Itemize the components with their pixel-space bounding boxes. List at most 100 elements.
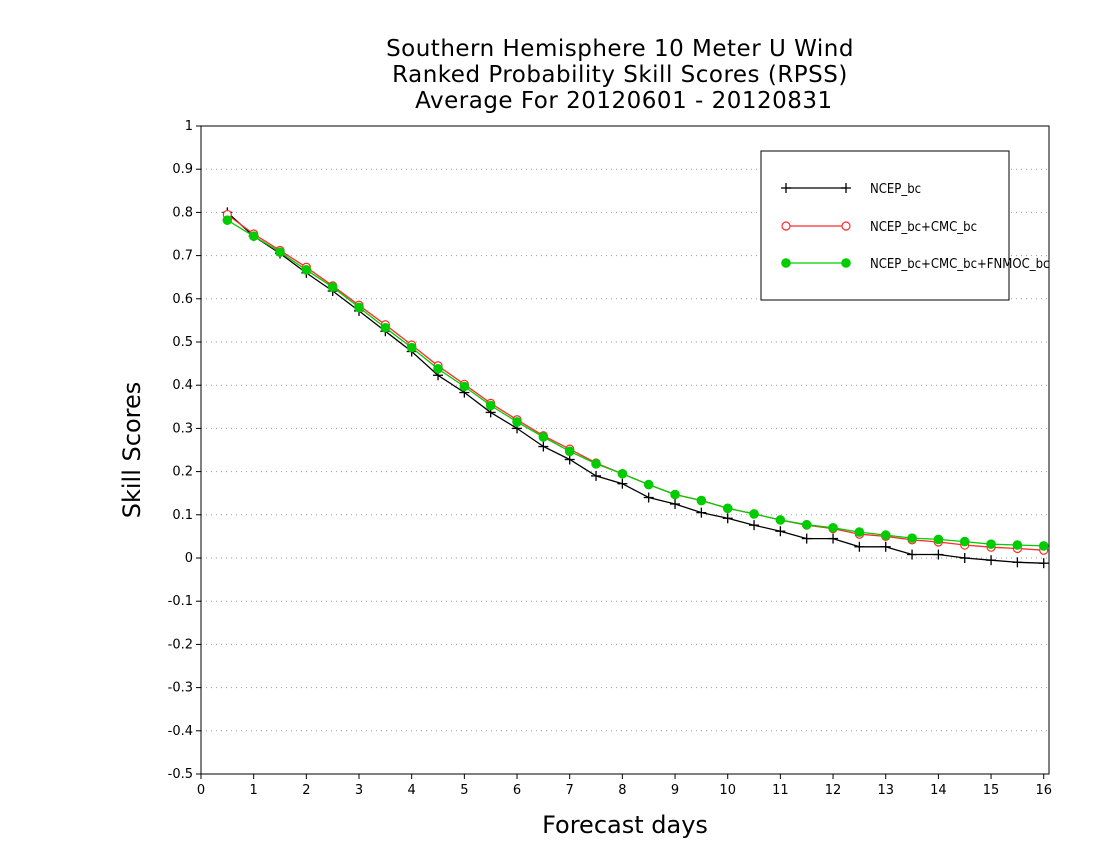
x-tick-label: 0 <box>197 783 205 798</box>
plus-marker <box>1038 558 1049 569</box>
y-tick-label: 0.8 <box>172 205 193 220</box>
filled-circle-marker <box>880 530 891 540</box>
y-tick-label: 0.4 <box>172 378 193 393</box>
y-tick-label: -0.2 <box>168 637 193 652</box>
filled-circle-marker <box>538 432 549 442</box>
plus-marker <box>696 507 707 518</box>
plus-marker <box>775 526 786 537</box>
x-tick-label: 11 <box>772 783 789 798</box>
legend-entry-ncep-bc: NCEP_bc <box>781 182 921 197</box>
x-tick-label: 10 <box>719 783 736 798</box>
y-tick-label: 0.5 <box>172 335 193 350</box>
filled-circle-marker <box>433 363 443 374</box>
plus-marker <box>841 183 851 193</box>
y-tick-label: -0.1 <box>168 594 193 609</box>
plus-marker <box>591 470 602 481</box>
filled-circle-marker <box>591 459 601 469</box>
filled-circle-marker <box>354 302 364 313</box>
filled-circle-marker <box>380 322 391 333</box>
plus-marker <box>538 441 549 452</box>
x-tick-label: 3 <box>355 783 363 798</box>
plus-marker <box>722 513 733 524</box>
x-tick-label: 12 <box>825 783 842 798</box>
filled-circle-marker <box>1012 540 1023 550</box>
chart-title-line-1: Southern Hemisphere 10 Meter U Wind <box>386 36 854 62</box>
filled-circle-marker <box>854 527 865 537</box>
filled-circle-marker <box>248 231 259 241</box>
series-ncep-bc-cmc-bc-fnmoc-bc <box>222 215 1049 551</box>
legend: NCEP_bc NCEP_bc+CMC_bc NCEP_bc+CMC_bc+FNMO… <box>760 150 1049 301</box>
plus-marker <box>959 553 970 563</box>
x-tick-label: 15 <box>983 783 1000 798</box>
plus-marker <box>1012 557 1023 568</box>
x-tick-label: 8 <box>618 783 626 798</box>
legend-entry-ncep-bc-cmc-bc: NCEP_bc+CMC_bc <box>781 220 977 235</box>
filled-circle-marker <box>617 468 628 479</box>
legend-entry-ncep-bc-cmc-bc-fnmoc-bc: NCEP_bc+CMC_bc+FNMOC_bc <box>781 257 1049 272</box>
plus-marker <box>907 549 918 560</box>
series-group <box>222 207 1049 569</box>
plus-marker <box>854 541 865 552</box>
x-tick-label: 14 <box>930 783 947 798</box>
y-tick-label: 0 <box>185 551 193 566</box>
chart-title-line-2: Ranked Probability Skill Scores (RPSS) <box>392 62 848 88</box>
legend-label: NCEP_bc+CMC_bc+FNMOC_bc <box>870 257 1049 272</box>
y-tick-label: 1 <box>185 119 193 134</box>
y-tick-label: -0.3 <box>168 681 193 696</box>
plus-marker <box>986 555 997 566</box>
plus-marker <box>828 533 839 544</box>
chart-title: Southern Hemisphere 10 Meter U Wind Rank… <box>270 36 970 114</box>
x-tick-label: 2 <box>302 783 310 798</box>
filled-circle-marker <box>828 522 838 533</box>
filled-circle-marker <box>275 247 285 257</box>
filled-circle-marker <box>512 417 522 427</box>
filled-circle-marker <box>564 446 575 457</box>
filled-circle-marker <box>907 533 917 543</box>
y-tick-label: -0.4 <box>168 724 193 739</box>
x-tick-label: 1 <box>250 783 258 798</box>
plus-marker <box>880 541 891 552</box>
filled-circle-marker <box>722 503 733 514</box>
y-tick-label: 0.2 <box>172 465 193 480</box>
filled-circle-marker <box>959 536 970 547</box>
filled-circle-marker <box>781 258 791 268</box>
y-tick-label: 0.9 <box>172 162 193 177</box>
plus-marker <box>617 478 628 489</box>
filled-circle-marker <box>406 342 417 353</box>
filled-circle-marker <box>459 381 470 392</box>
filled-circle-marker <box>327 282 338 292</box>
filled-circle-marker <box>485 400 496 411</box>
plus-marker <box>801 533 812 544</box>
plus-marker <box>933 549 944 560</box>
y-axis-title: Skill Scores <box>118 382 146 519</box>
filled-circle-marker <box>801 519 812 530</box>
filled-circle-marker <box>933 534 944 545</box>
plus-marker <box>670 499 681 509</box>
y-tick-label: 0.3 <box>172 421 193 436</box>
x-tick-label: 16 <box>1035 783 1052 798</box>
x-tick-label: 7 <box>566 783 574 798</box>
y-tick-label: 0.6 <box>172 292 193 307</box>
plus-marker <box>781 183 791 193</box>
x-axis-title: Forecast days <box>542 811 708 839</box>
filled-circle-marker <box>301 265 312 275</box>
y-tick-label: 0.1 <box>172 508 193 523</box>
x-tick-label: 9 <box>671 783 679 798</box>
filled-circle-marker <box>1038 541 1049 551</box>
x-tick-label: 13 <box>877 783 894 798</box>
filled-circle-marker <box>222 215 233 225</box>
x-tick-label: 4 <box>408 783 416 798</box>
y-tick-label: -0.5 <box>168 767 193 782</box>
open-circle-marker <box>781 221 791 231</box>
legend-label: NCEP_bc+CMC_bc <box>870 220 977 235</box>
plot-frame <box>200 125 1050 775</box>
filled-circle-marker <box>775 515 786 525</box>
y-tick-label: 0.7 <box>172 249 193 264</box>
open-circle-marker <box>841 221 851 231</box>
filled-circle-marker <box>696 495 707 506</box>
filled-circle-marker <box>841 258 851 268</box>
chart-title-line-3: Average For 20120601 - 20120831 <box>407 88 833 114</box>
filled-circle-marker <box>643 479 654 490</box>
filled-circle-marker <box>986 539 996 549</box>
